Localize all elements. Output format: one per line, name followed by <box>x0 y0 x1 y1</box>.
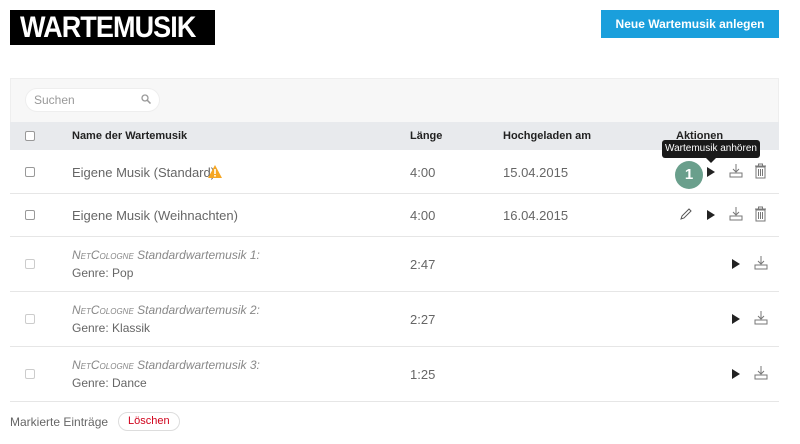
music-name: Eigene Musik (Standard) <box>72 165 216 180</box>
table-row: NetCologne Standardwartemusik 1: Genre: … <box>10 237 779 292</box>
row-checkbox[interactable] <box>25 369 35 379</box>
search-bar: Suchen <box>10 78 779 122</box>
row-checkbox[interactable] <box>25 259 35 269</box>
select-all-checkbox[interactable] <box>25 131 35 141</box>
row-checkbox[interactable] <box>25 167 35 177</box>
col-uploaded[interactable]: Hochgeladen am <box>503 130 592 142</box>
step-badge: 1 <box>675 161 703 189</box>
music-title: NetCologne Standardwartemusik 1: <box>72 248 260 262</box>
pencil-icon[interactable] <box>679 207 693 221</box>
row-checkbox[interactable] <box>25 314 35 324</box>
play-icon[interactable] <box>707 210 715 220</box>
new-hold-music-button[interactable]: Neue Wartemusik anlegen <box>601 10 779 38</box>
play-icon[interactable] <box>732 369 740 379</box>
col-length[interactable]: Länge <box>410 130 443 142</box>
logo: WARTEMUSIK <box>10 10 215 45</box>
music-length: 2:47 <box>410 257 436 272</box>
play-icon[interactable] <box>732 314 740 324</box>
genre: Genre: Pop <box>72 266 134 280</box>
col-name[interactable]: Name der Wartemusik <box>72 130 188 142</box>
music-length: 4:00 <box>410 165 436 180</box>
play-icon[interactable] <box>707 167 715 177</box>
table-row: NetCologne Standardwartemusik 3: Genre: … <box>10 347 779 402</box>
music-length: 2:27 <box>410 312 436 327</box>
search-icon <box>141 94 151 104</box>
row-checkbox[interactable] <box>25 210 35 220</box>
brand: NetCologne <box>72 358 134 372</box>
bulk-label: Markierte Einträge <box>10 414 109 429</box>
table-row: Eigene Musik (Standard) 4:00 15.04.2015 <box>10 150 779 194</box>
search-placeholder: Suchen <box>34 93 75 107</box>
music-length: 4:00 <box>410 208 436 223</box>
brand: NetCologne <box>72 303 134 317</box>
music-table: Suchen Name der Wartemusik Länge Hochgel… <box>10 78 779 403</box>
music-title: NetCologne Standardwartemusik 3: <box>72 358 260 372</box>
table-row: NetCologne Standardwartemusik 2: Genre: … <box>10 292 779 347</box>
music-name: Eigene Musik (Weihnachten) <box>72 208 238 223</box>
table-header: Name der Wartemusik Länge Hochgeladen am… <box>10 122 779 150</box>
title: Standardwartemusik 1: <box>133 248 260 262</box>
delete-selected-button[interactable]: Löschen <box>118 412 180 431</box>
table-row: Eigene Musik (Weihnachten) 4:00 16.04.20… <box>10 194 779 237</box>
trash-icon[interactable] <box>754 206 767 222</box>
col-actions: Aktionen <box>676 130 724 142</box>
warning-icon <box>208 165 222 178</box>
upload-date: 16.04.2015 <box>503 208 569 223</box>
music-title: NetCologne Standardwartemusik 2: <box>72 303 260 317</box>
genre: Genre: Dance <box>72 376 147 390</box>
download-icon[interactable] <box>753 255 769 271</box>
search-input[interactable]: Suchen <box>25 88 160 112</box>
download-icon[interactable] <box>728 206 744 222</box>
play-icon[interactable] <box>732 259 740 269</box>
genre: Genre: Klassik <box>72 321 151 335</box>
tooltip: Wartemusik anhören <box>662 140 760 163</box>
title: Standardwartemusik 2: <box>133 303 260 317</box>
download-icon[interactable] <box>728 163 744 179</box>
brand: NetCologne <box>72 248 134 262</box>
download-icon[interactable] <box>753 365 769 381</box>
bulk-actions: Markierte Einträge Löschen <box>10 412 180 431</box>
trash-icon[interactable] <box>754 163 767 179</box>
upload-date: 15.04.2015 <box>503 165 569 180</box>
download-icon[interactable] <box>753 310 769 326</box>
music-length: 1:25 <box>410 367 436 382</box>
title: Standardwartemusik 3: <box>133 358 260 372</box>
